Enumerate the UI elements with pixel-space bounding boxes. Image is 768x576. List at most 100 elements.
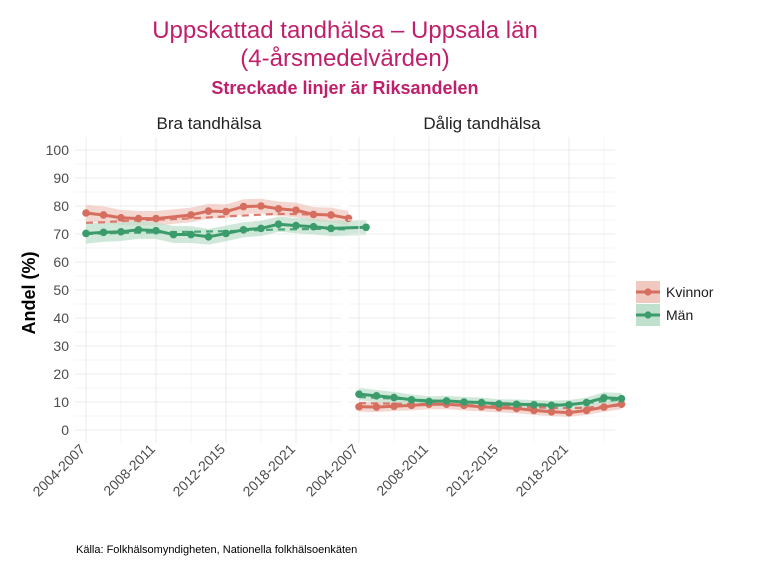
- y-tick-label: 70: [53, 226, 69, 242]
- chart-caption: Källa: Folkhälsomyndigheten, Nationella …: [76, 544, 357, 556]
- y-tick-label: 90: [53, 170, 69, 186]
- data-point-man: [274, 220, 283, 228]
- facet-panel-bra: [75, 137, 370, 443]
- chart-subtitle: Streckade linjer är Riksandelen: [211, 78, 478, 98]
- data-point-man: [169, 230, 178, 239]
- data-point-kvinnor: [292, 206, 300, 214]
- data-point-kvinnor: [239, 202, 248, 211]
- data-point-man: [222, 229, 230, 238]
- data-point-kvinnor: [390, 402, 398, 411]
- x-tick-label: 2008-2011: [100, 441, 158, 499]
- x-tick-label: 2008-2011: [373, 441, 431, 499]
- data-point-kvinnor: [372, 403, 381, 411]
- y-tick-label: 10: [53, 394, 69, 410]
- data-point-man: [257, 224, 265, 233]
- data-point-man: [204, 233, 213, 241]
- data-point-man: [292, 221, 300, 230]
- series-line-kvinnor: [358, 402, 622, 415]
- data-point-kvinnor: [582, 406, 591, 415]
- data-point-kvinnor: [99, 211, 108, 219]
- data-point-kvinnor: [617, 400, 626, 409]
- data-point-kvinnor: [327, 211, 335, 219]
- legend-label-man: Män: [666, 307, 693, 323]
- data-point-man: [547, 401, 556, 410]
- data-point-man: [442, 397, 451, 405]
- y-axis-label: Andel (%): [19, 251, 39, 334]
- y-tick-label: 0: [61, 422, 69, 438]
- data-point-man: [390, 393, 398, 402]
- data-point-kvinnor: [344, 214, 353, 223]
- data-point-man: [355, 390, 363, 398]
- legend-label-kvinnor: Kvinnor: [666, 284, 714, 300]
- series-line-man: [85, 222, 367, 239]
- legend: Kvinnor Män: [636, 281, 714, 326]
- x-tick-label: 2004-2007: [29, 441, 88, 500]
- data-point-kvinnor: [547, 408, 556, 416]
- y-tick-label: 60: [53, 254, 69, 270]
- data-point-kvinnor: [82, 209, 90, 217]
- data-point-kvinnor: [355, 402, 363, 411]
- data-point-man: [460, 398, 468, 406]
- data-point-kvinnor: [530, 406, 538, 415]
- data-point-man: [425, 397, 433, 406]
- data-point-man: [600, 394, 608, 402]
- data-point-man: [362, 223, 370, 232]
- data-point-man: [407, 395, 416, 404]
- x-axis-bra: 2004-2007 2008-2011 2012-2015 2018-2021: [29, 441, 298, 500]
- chart-title: Uppskattad tandhälsa – Uppsala län: [152, 17, 538, 44]
- facet-title-dalig: Dålig tandhälsa: [423, 114, 541, 133]
- national-line-kvinnor: [358, 402, 622, 410]
- x-tick-label: 2018-2021: [239, 441, 298, 500]
- data-point-man: [82, 229, 90, 238]
- data-point-kvinnor: [407, 401, 416, 410]
- y-tick-label: 50: [53, 282, 69, 298]
- legend-key-kvinnor-point: [644, 288, 652, 296]
- data-point-man: [617, 394, 626, 403]
- data-point-man: [309, 222, 318, 231]
- data-point-man: [134, 226, 143, 234]
- data-point-man: [327, 224, 335, 233]
- data-point-kvinnor: [187, 211, 195, 219]
- y-tick-label: 80: [53, 198, 69, 214]
- x-tick-label: 2018-2021: [512, 441, 571, 500]
- data-point-kvinnor: [257, 202, 265, 210]
- data-point-man: [99, 228, 108, 237]
- data-point-man: [495, 400, 503, 408]
- x-tick-label: 2012-2015: [442, 441, 501, 500]
- x-tick-label: 2012-2015: [169, 441, 228, 500]
- data-point-kvinnor: [117, 213, 125, 222]
- x-tick-label: 2004-2007: [302, 441, 361, 500]
- data-point-kvinnor: [222, 207, 230, 216]
- data-point-kvinnor: [565, 408, 573, 417]
- chart-title-line2: (4-årsmedelvärden): [240, 45, 449, 72]
- data-point-kvinnor: [134, 214, 143, 223]
- data-point-man: [582, 398, 591, 407]
- x-axis-dalig: 2004-2007 2008-2011 2012-2015 2018-2021: [302, 441, 571, 500]
- legend-key-man-point: [644, 311, 652, 319]
- facet-panel-dalig: [348, 137, 626, 443]
- data-point-man: [565, 401, 573, 409]
- data-point-kvinnor: [600, 403, 608, 411]
- data-point-kvinnor: [152, 214, 160, 223]
- facet-title-bra: Bra tandhälsa: [157, 114, 262, 133]
- data-point-man: [372, 392, 381, 400]
- data-point-man: [117, 227, 125, 236]
- y-tick-label: 30: [53, 338, 69, 354]
- data-point-man: [512, 400, 521, 409]
- national-line-kvinnor: [85, 212, 332, 224]
- data-point-man: [239, 226, 248, 234]
- y-tick-label: 40: [53, 310, 69, 326]
- data-point-man: [530, 401, 538, 409]
- y-tick-label: 20: [53, 366, 69, 382]
- data-point-man: [477, 398, 486, 407]
- series-line-man: [358, 392, 622, 407]
- data-point-kvinnor: [274, 205, 283, 213]
- y-axis: 0 10 20 30 40 50 60 70 80 90 100: [46, 142, 70, 438]
- data-point-man: [152, 226, 160, 235]
- data-point-kvinnor: [309, 210, 318, 219]
- national-line-man: [85, 227, 349, 236]
- data-point-man: [187, 230, 195, 239]
- data-point-kvinnor: [204, 207, 213, 215]
- y-tick-label: 100: [46, 142, 70, 158]
